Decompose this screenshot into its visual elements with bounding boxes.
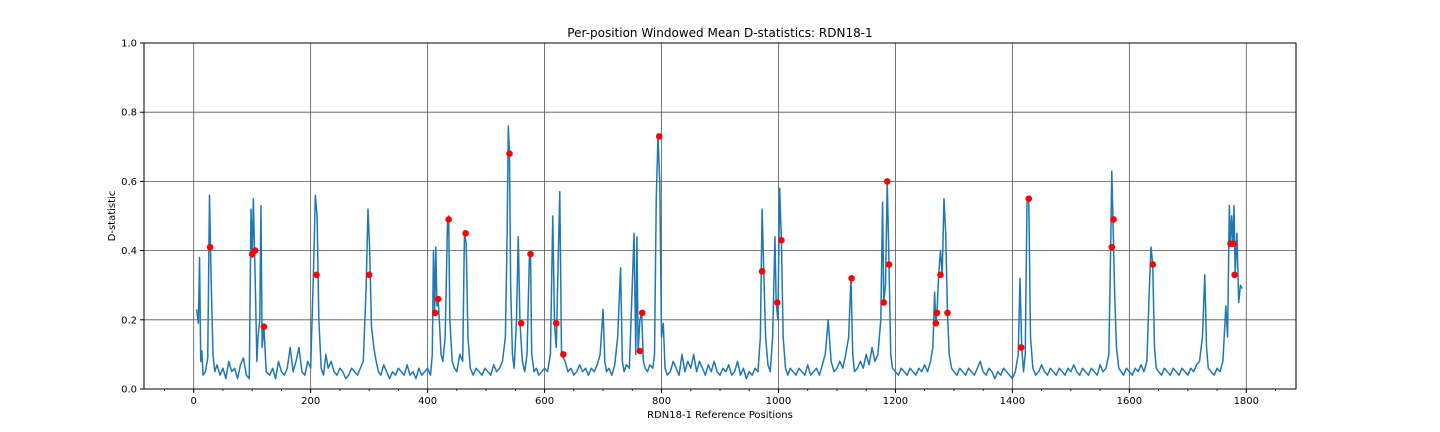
marker-point	[559, 351, 567, 358]
x-axis-label: RDN18-1 Reference Positions	[647, 410, 793, 421]
marker-point	[251, 247, 259, 254]
marker-point	[1230, 240, 1237, 247]
marker-point	[880, 299, 888, 306]
marker-point	[655, 133, 663, 140]
marker-point	[1149, 261, 1157, 268]
marker-point	[758, 268, 766, 275]
marker-point	[506, 150, 513, 158]
marker-point	[206, 243, 214, 251]
x-axis: 0 200 400 600 800 1000 1200 1400 1600 1800	[164, 389, 1276, 407]
marker-point	[260, 323, 268, 331]
x-tick-label: 1400	[1000, 396, 1025, 407]
x-tick-label: 400	[418, 396, 437, 407]
y-tick-label: 0.8	[121, 108, 137, 119]
marker-point	[1108, 243, 1116, 251]
y-tick-label: 0.4	[121, 246, 137, 257]
marker-point	[944, 309, 951, 317]
marker-layer	[206, 133, 1238, 358]
y-tick-label: 0.0	[121, 385, 137, 396]
marker-point	[434, 295, 442, 303]
x-tick-label: 0	[191, 396, 197, 407]
marker-point	[885, 261, 893, 268]
series-layer	[195, 125, 1243, 380]
y-tick-label: 0.2	[121, 315, 137, 326]
x-tick-label: 1800	[1234, 396, 1259, 407]
x-tick-label: 800	[652, 396, 671, 407]
marker-point	[462, 230, 469, 237]
x-tick-label: 1000	[766, 396, 791, 407]
marker-point	[552, 319, 560, 327]
marker-point	[848, 274, 855, 282]
y-tick-label: 0.6	[121, 177, 137, 188]
marker-point	[517, 319, 525, 327]
marker-point	[365, 271, 373, 279]
grid	[144, 43, 1296, 389]
marker-point	[933, 309, 941, 317]
marker-point	[527, 250, 534, 258]
marker-point	[1231, 271, 1238, 279]
marker-point	[1025, 195, 1033, 202]
y-axis: 0.0 0.2 0.4 0.6 0.8 1.0	[121, 39, 144, 396]
marker-point	[431, 309, 439, 317]
series-line	[195, 125, 1243, 380]
y-axis-label: D-statistic	[107, 191, 118, 242]
marker-point	[937, 271, 944, 279]
x-tick-label: 200	[301, 396, 320, 407]
marker-point	[774, 299, 781, 306]
x-tick-label: 1600	[1117, 396, 1142, 407]
y-tick-label: 1.0	[121, 39, 137, 50]
marker-point	[778, 236, 785, 244]
chart-title: Per-position Windowed Mean D-statistics:…	[567, 26, 872, 40]
marker-point	[1110, 216, 1117, 223]
x-tick-label: 1200	[883, 396, 908, 407]
marker-point	[445, 216, 452, 223]
marker-point	[638, 309, 646, 317]
marker-point	[1017, 344, 1025, 351]
marker-point	[313, 271, 320, 279]
marker-point	[636, 347, 644, 355]
marker-point	[932, 319, 940, 327]
x-tick-label: 600	[535, 396, 554, 407]
marker-point	[883, 178, 891, 185]
